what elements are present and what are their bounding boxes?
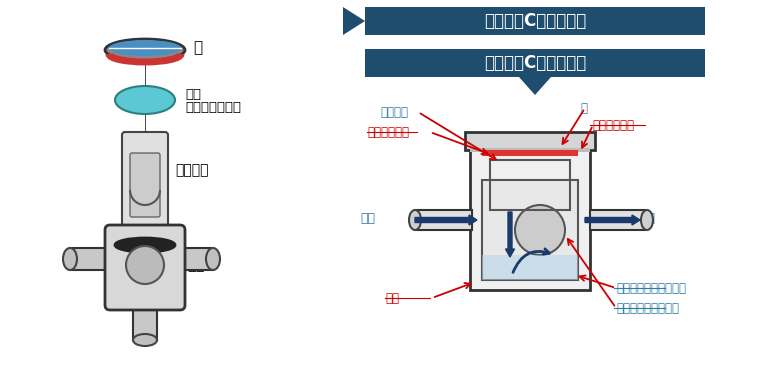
Bar xyxy=(482,180,578,280)
Text: 蓋: 蓋 xyxy=(193,40,202,56)
Text: エラストマーパッキン: エラストマーパッキン xyxy=(616,282,686,295)
Ellipse shape xyxy=(115,86,175,114)
Ellipse shape xyxy=(63,248,77,270)
Bar xyxy=(365,7,705,35)
Text: 蓋: 蓋 xyxy=(580,101,587,114)
Ellipse shape xyxy=(115,238,175,252)
Bar xyxy=(178,248,213,270)
Bar xyxy=(470,150,590,290)
Bar xyxy=(415,210,472,230)
Text: 流入: 流入 xyxy=(360,212,375,225)
Ellipse shape xyxy=(206,248,220,270)
Text: 断面図　C・トラップ: 断面図 C・トラップ xyxy=(484,54,586,72)
FancyArrow shape xyxy=(415,215,477,225)
FancyBboxPatch shape xyxy=(105,225,185,310)
Bar xyxy=(133,300,157,340)
Text: 特殊: 特殊 xyxy=(185,87,201,101)
Text: 流出: 流出 xyxy=(640,212,655,225)
Bar xyxy=(482,150,578,156)
FancyBboxPatch shape xyxy=(130,153,160,217)
Bar xyxy=(465,132,595,150)
Text: 止水パッキン: 止水パッキン xyxy=(592,118,634,131)
Bar xyxy=(70,248,112,270)
FancyArrow shape xyxy=(505,212,515,257)
Text: 光反射テープ: 光反射テープ xyxy=(367,125,409,138)
Polygon shape xyxy=(519,77,551,95)
Ellipse shape xyxy=(515,205,565,255)
FancyArrow shape xyxy=(585,215,640,225)
Ellipse shape xyxy=(109,40,181,56)
Text: 特殊フロートボール: 特殊フロートボール xyxy=(616,302,679,314)
Polygon shape xyxy=(343,7,365,35)
Ellipse shape xyxy=(126,246,164,284)
FancyBboxPatch shape xyxy=(122,132,168,228)
Bar xyxy=(590,210,647,230)
Ellipse shape xyxy=(133,334,157,346)
Bar xyxy=(470,148,590,152)
Text: 内部部分: 内部部分 xyxy=(380,105,408,118)
Ellipse shape xyxy=(641,210,653,230)
Bar xyxy=(365,49,705,77)
Text: 本体: 本体 xyxy=(385,292,399,305)
Ellipse shape xyxy=(409,210,421,230)
Text: フロートボール: フロートボール xyxy=(185,101,241,114)
Text: 本体: 本体 xyxy=(187,258,204,272)
Bar xyxy=(482,255,578,280)
Ellipse shape xyxy=(105,39,185,61)
Text: 構造図　C・トラップ: 構造図 C・トラップ xyxy=(484,12,586,30)
Text: 内部部分: 内部部分 xyxy=(175,163,208,177)
Bar xyxy=(490,160,570,210)
